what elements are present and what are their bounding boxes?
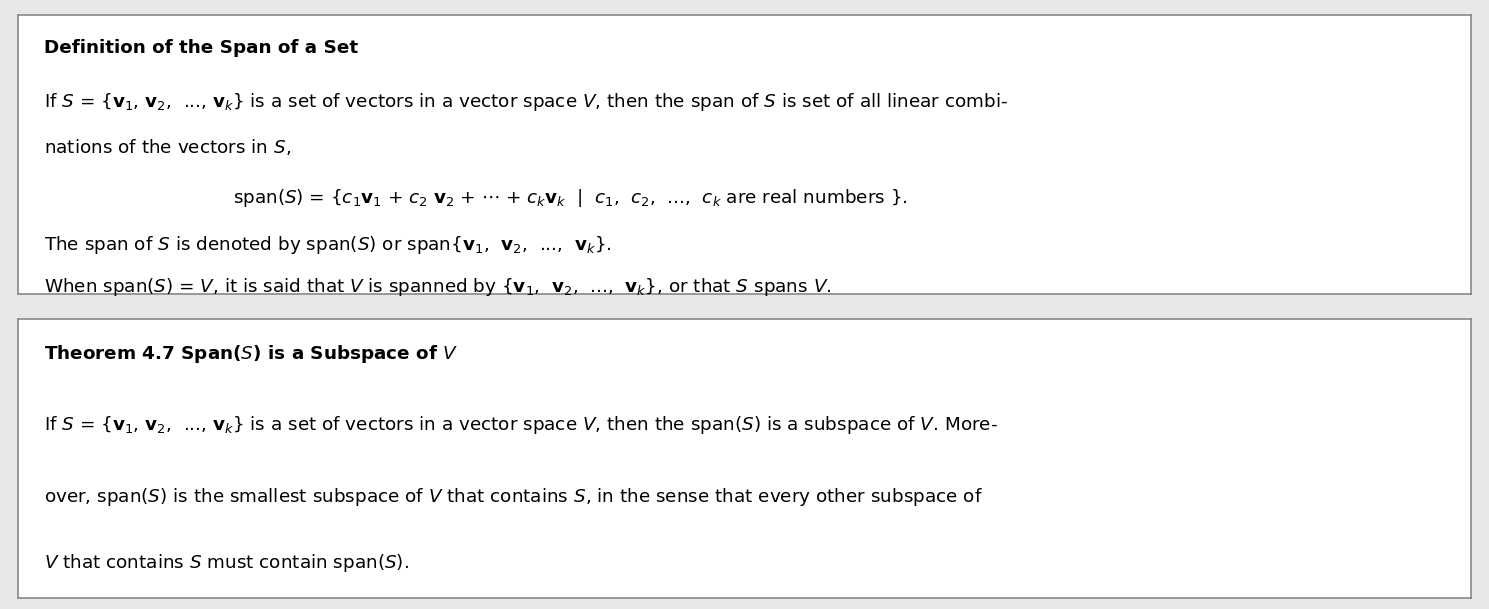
Text: nations of the vectors in $S$,: nations of the vectors in $S$, — [45, 136, 290, 157]
Text: The span of $S$ is denoted by span($S$) or span{$\mathbf{v}_1$,  $\mathbf{v}_2$,: The span of $S$ is denoted by span($S$) … — [45, 234, 612, 256]
Text: span($S$) = {$c_1\mathbf{v}_1$ + $c_2$ $\mathbf{v}_2$ + $\cdots$ + $c_k\mathbf{v: span($S$) = {$c_1\mathbf{v}_1$ + $c_2$ $… — [232, 187, 907, 209]
Text: If $S$ = {$\mathbf{v}_1$, $\mathbf{v}_2$,  ..., $\mathbf{v}_k$} is a set of vect: If $S$ = {$\mathbf{v}_1$, $\mathbf{v}_2$… — [45, 414, 998, 436]
Text: If $S$ = {$\mathbf{v}_1$, $\mathbf{v}_2$,  ..., $\mathbf{v}_k$} is a set of vect: If $S$ = {$\mathbf{v}_1$, $\mathbf{v}_2$… — [45, 91, 1008, 113]
Text: $V$ that contains $S$ must contain span($S$).: $V$ that contains $S$ must contain span(… — [45, 552, 409, 574]
Text: When span($S$) = $V$, it is said that $V$ is spanned by {$\mathbf{v}_1$,  $\math: When span($S$) = $V$, it is said that $V… — [45, 276, 831, 298]
Text: over, span($S$) is the smallest subspace of $V$ that contains $S$, in the sense : over, span($S$) is the smallest subspace… — [45, 487, 983, 509]
Text: Theorem 4.7 Span($S$) is a Subspace of $V$: Theorem 4.7 Span($S$) is a Subspace of $… — [45, 343, 459, 365]
Text: Definition of the Span of a Set: Definition of the Span of a Set — [45, 39, 359, 57]
